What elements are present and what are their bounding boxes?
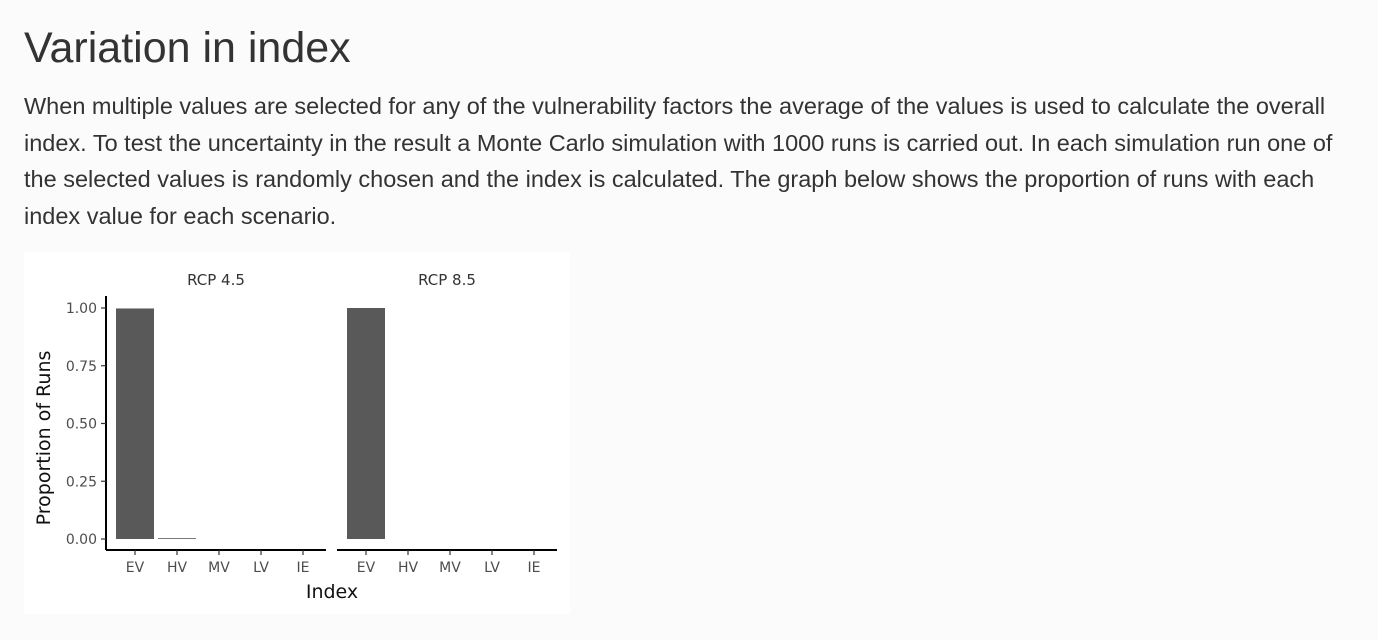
chart-container: Index Proportion of Runs 0.00 0.25 0.50 0.7… xyxy=(24,252,570,614)
facet-strip-label: RCP 4.5 xyxy=(187,271,245,289)
bar-ev xyxy=(116,308,154,539)
facet-strip-label: RCP 8.5 xyxy=(418,271,476,289)
y-tick-label: 0.50 xyxy=(66,417,97,433)
section-description: When multiple values are selected for an… xyxy=(24,93,1333,229)
x-tick-label: MV xyxy=(208,560,230,576)
y-tick-label: 1.00 xyxy=(66,301,97,317)
y-axis-title: Proportion of Runs xyxy=(33,351,55,526)
chart-svg: Index Proportion of Runs 0.00 0.25 0.50 0.7… xyxy=(33,271,557,603)
x-tick-label: LV xyxy=(253,560,269,576)
x-tick-label: HV xyxy=(398,560,419,576)
y-axis: 0.00 0.25 0.50 0.75 1.00 xyxy=(66,296,107,550)
section-title: Variation in index xyxy=(24,24,351,72)
bar-ev xyxy=(347,308,385,539)
x-tick-label: MV xyxy=(439,560,461,576)
x-tick-label: IE xyxy=(528,560,541,576)
facet-panel-rcp-4-5: RCP 4.5 EV HV MV LV IE xyxy=(106,271,326,576)
x-tick-label: HV xyxy=(167,560,188,576)
x-axis-title: Index xyxy=(306,581,358,603)
x-tick-label: EV xyxy=(126,560,145,576)
facet-panel-rcp-8-5: RCP 8.5 EV HV MV LV IE xyxy=(337,271,557,576)
y-tick-label: 0.25 xyxy=(66,474,97,490)
bar-hv xyxy=(158,538,196,539)
x-tick-label: EV xyxy=(357,560,376,576)
y-tick-label: 0.00 xyxy=(66,532,97,548)
y-tick-label: 0.75 xyxy=(66,359,97,375)
x-tick-label: IE xyxy=(297,560,310,576)
x-tick-label: LV xyxy=(484,560,500,576)
